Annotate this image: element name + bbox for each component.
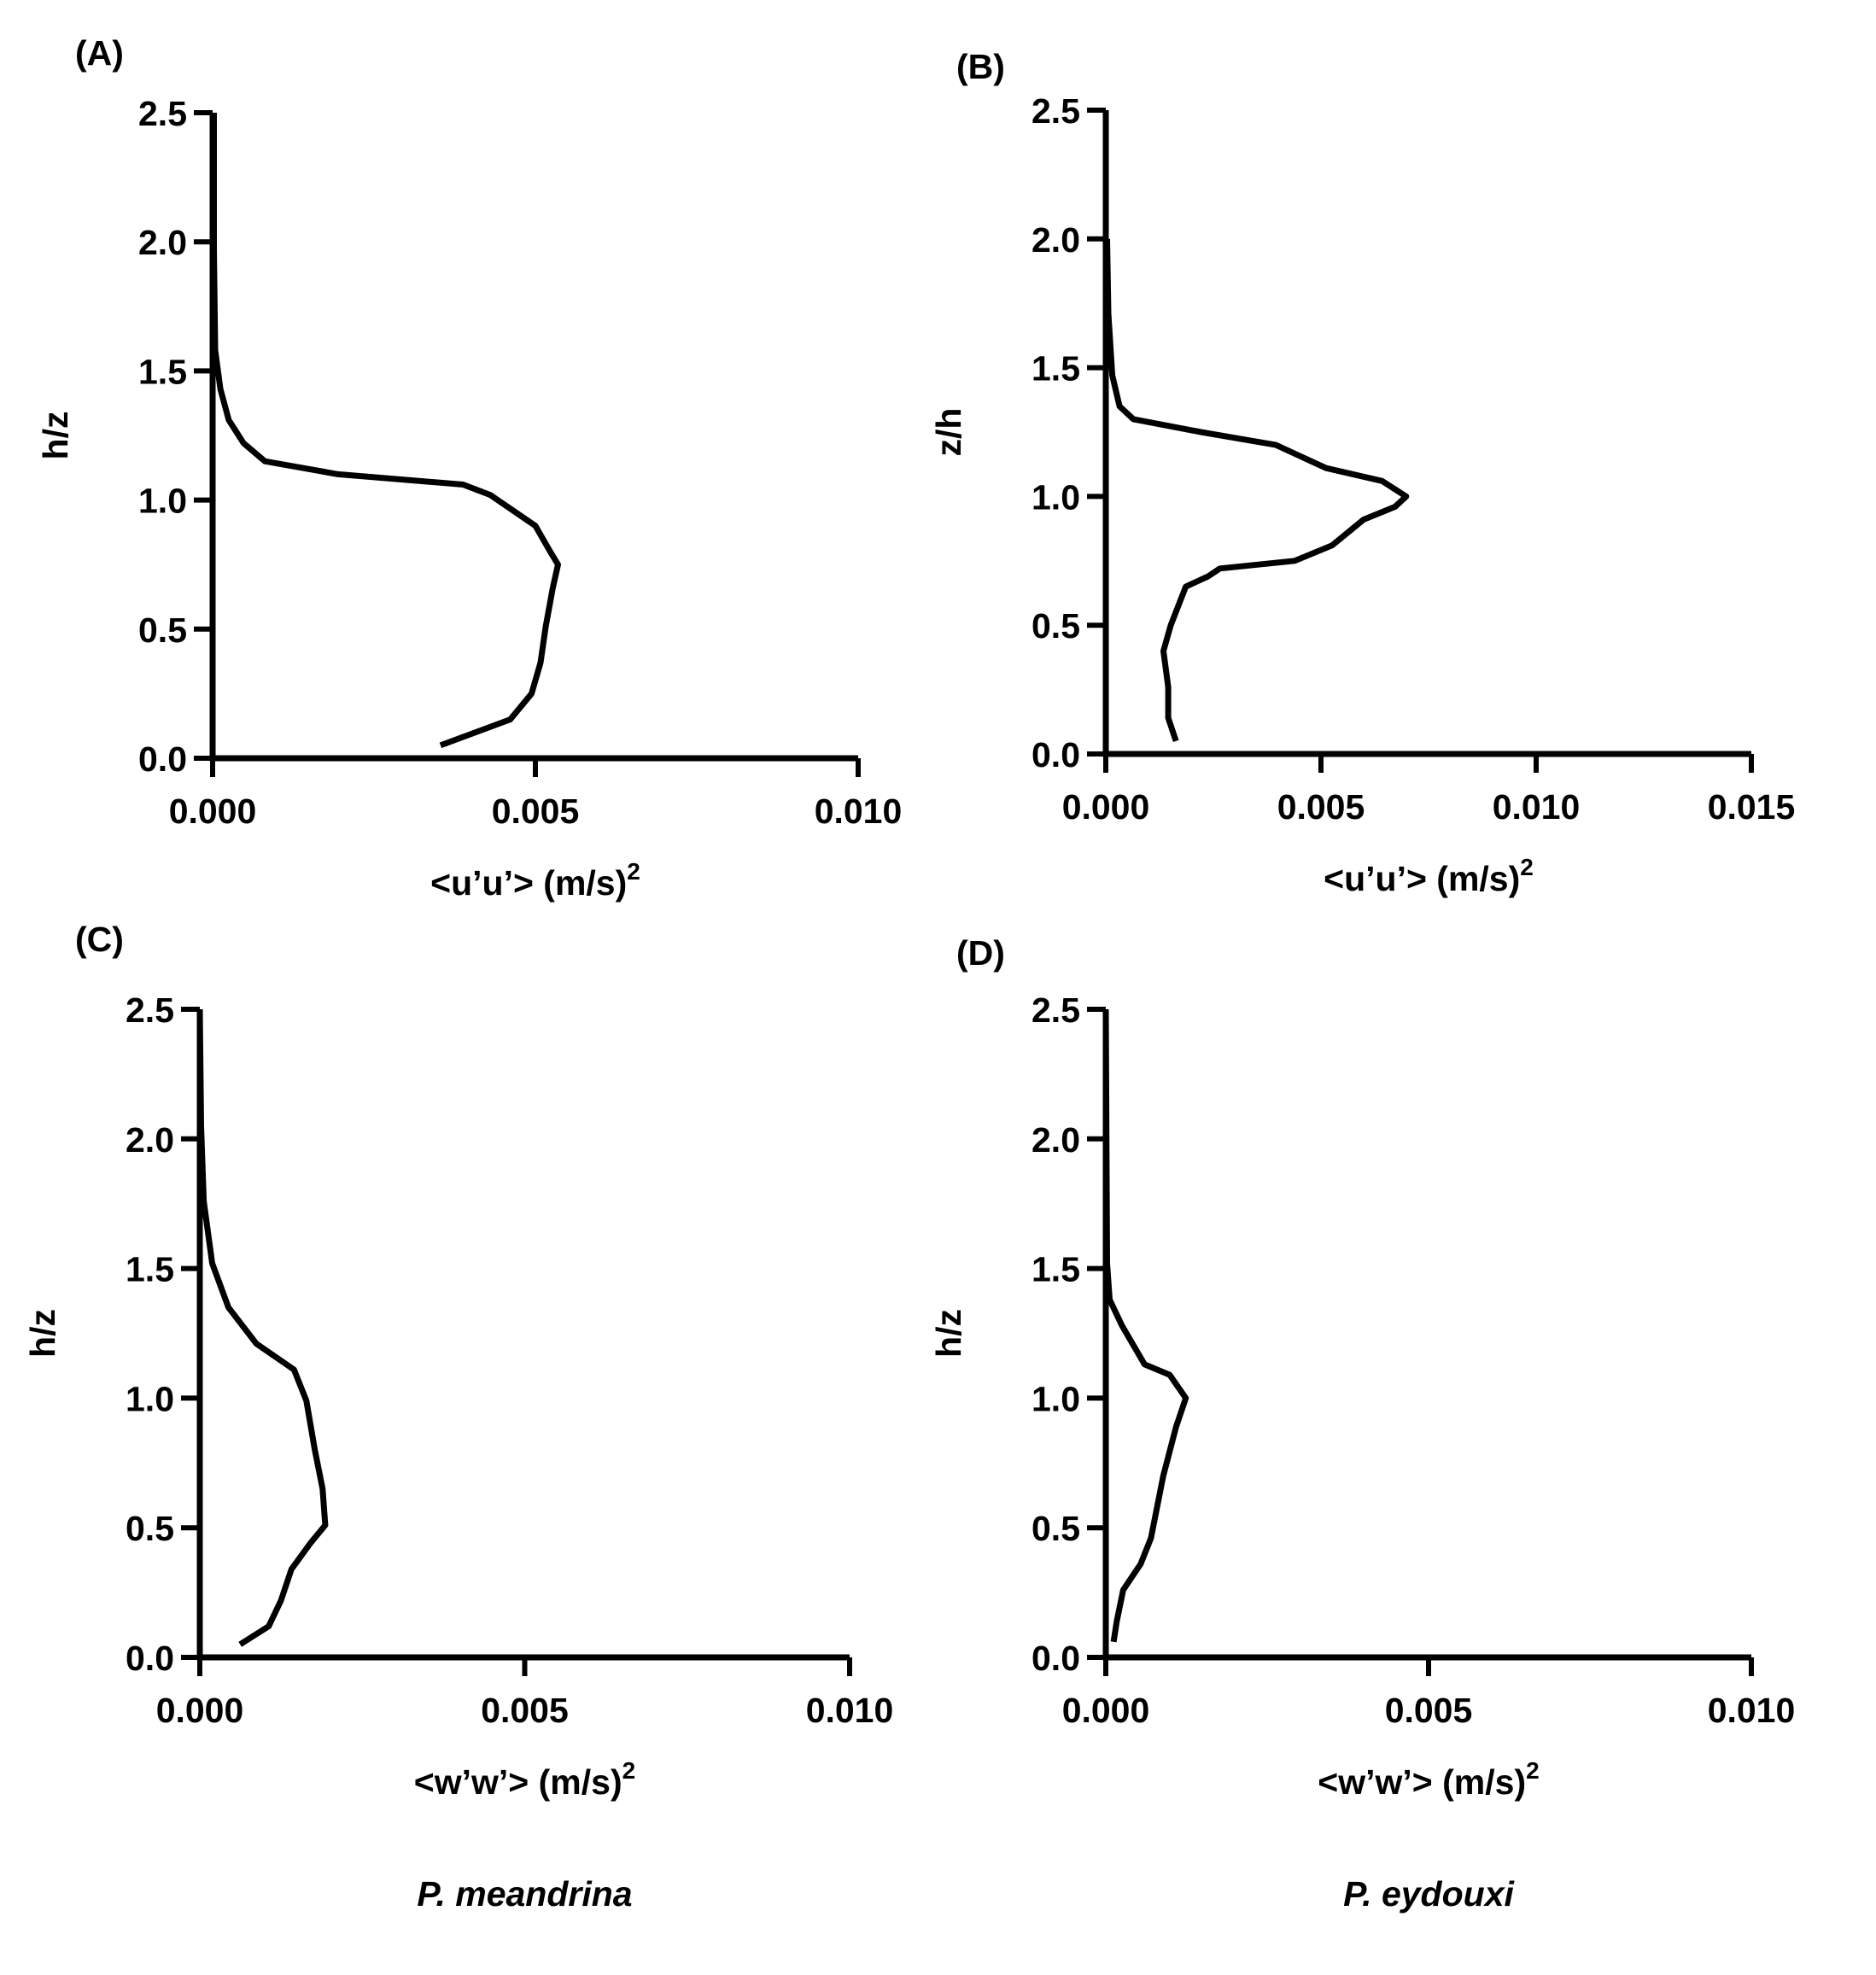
species-caption: P. meandrina bbox=[417, 1874, 632, 1914]
y-tick-label: 0.0 bbox=[126, 1639, 174, 1678]
y-tick-label: 1.5 bbox=[1032, 349, 1080, 389]
x-tick-label: 0.005 bbox=[481, 1691, 569, 1730]
y-axis-label: z/h bbox=[929, 408, 968, 457]
x-tick-label: 0.000 bbox=[1062, 1691, 1150, 1730]
y-tick-label: 1.5 bbox=[138, 352, 187, 391]
y-tick-label: 2.5 bbox=[126, 990, 174, 1030]
x-axis-label-text: <u’u’> (m/s) bbox=[430, 863, 627, 903]
y-tick-label: 2.5 bbox=[1032, 990, 1080, 1030]
y-axis-label: h/z bbox=[23, 1309, 62, 1358]
x-tick-label: 0.000 bbox=[1062, 787, 1150, 827]
x-axis-label-text: <w’w’> (m/s) bbox=[414, 1762, 622, 1802]
y-tick-label: 2.0 bbox=[126, 1120, 174, 1160]
x-axis-label-superscript: 2 bbox=[1520, 854, 1534, 880]
profile-line bbox=[196, 1008, 329, 1647]
y-tick-label: 0.5 bbox=[1032, 606, 1080, 646]
x-tick-label: 0.005 bbox=[1385, 1691, 1473, 1730]
profile-line bbox=[1104, 238, 1410, 743]
y-tick-label: 0.5 bbox=[126, 1509, 174, 1548]
y-tick-label: 2.5 bbox=[138, 94, 187, 133]
y-tick-label: 0.0 bbox=[138, 739, 187, 779]
y-tick-label: 1.0 bbox=[1032, 1379, 1080, 1418]
profile-line bbox=[211, 113, 561, 749]
x-axis-label-superscript: 2 bbox=[627, 858, 640, 885]
panel-label: (D) bbox=[956, 933, 1005, 973]
x-axis-label: <w’w’> (m/s)2 bbox=[1318, 1757, 1539, 1802]
x-tick-label: 0.000 bbox=[156, 1691, 244, 1730]
panel-label: (B) bbox=[956, 47, 1005, 86]
x-axis-label-superscript: 2 bbox=[1526, 1757, 1540, 1784]
y-tick-label: 2.0 bbox=[1032, 220, 1080, 260]
y-tick-label: 0.0 bbox=[1032, 1639, 1080, 1678]
y-tick-label: 1.0 bbox=[126, 1379, 174, 1418]
profile-line bbox=[1102, 1008, 1189, 1643]
y-tick-label: 1.5 bbox=[126, 1250, 174, 1289]
y-tick-label: 2.0 bbox=[1032, 1120, 1080, 1160]
x-axis-label: <u’u’> (m/s)2 bbox=[1324, 854, 1534, 898]
y-axis-label: h/z bbox=[929, 1309, 968, 1358]
x-axis-label-superscript: 2 bbox=[622, 1757, 636, 1784]
x-tick-label: 0.015 bbox=[1708, 787, 1796, 827]
x-tick-label: 0.000 bbox=[169, 792, 257, 831]
x-axis-label: <w’w’> (m/s)2 bbox=[414, 1757, 635, 1802]
species-caption: P. eydouxi bbox=[1343, 1874, 1515, 1914]
x-axis-label-text: <w’w’> (m/s) bbox=[1318, 1762, 1526, 1802]
y-tick-label: 1.0 bbox=[1032, 477, 1080, 517]
x-tick-label: 0.005 bbox=[1277, 787, 1365, 827]
y-tick-label: 1.0 bbox=[138, 482, 187, 521]
x-axis-label: <u’u’> (m/s)2 bbox=[430, 858, 640, 903]
x-tick-label: 0.010 bbox=[1708, 1691, 1796, 1730]
x-tick-label: 0.010 bbox=[815, 792, 903, 831]
x-tick-label: 0.010 bbox=[1493, 787, 1581, 827]
panel-label: (A) bbox=[75, 33, 124, 73]
y-tick-label: 1.5 bbox=[1032, 1250, 1080, 1289]
y-tick-label: 2.0 bbox=[138, 223, 187, 262]
x-axis-label-text: <u’u’> (m/s) bbox=[1324, 859, 1520, 898]
x-tick-label: 0.010 bbox=[806, 1691, 894, 1730]
y-tick-label: 0.5 bbox=[1032, 1509, 1080, 1548]
y-tick-label: 0.5 bbox=[138, 611, 187, 650]
y-tick-label: 0.0 bbox=[1032, 735, 1080, 774]
panel-label: (C) bbox=[75, 920, 124, 959]
x-tick-label: 0.005 bbox=[492, 792, 580, 831]
y-axis-label: h/z bbox=[36, 412, 75, 460]
y-tick-label: 2.5 bbox=[1032, 91, 1080, 131]
